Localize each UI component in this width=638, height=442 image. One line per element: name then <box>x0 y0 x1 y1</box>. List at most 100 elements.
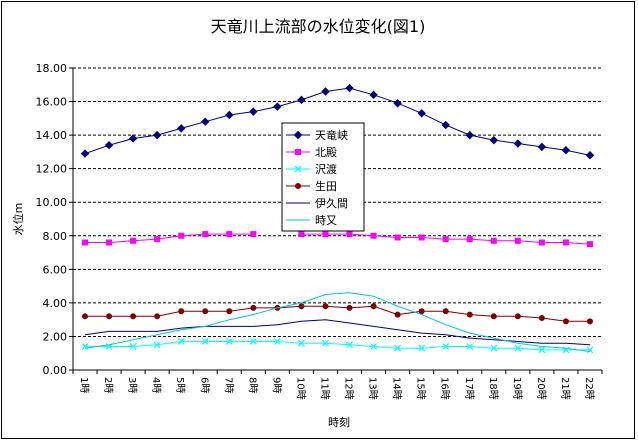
data-point <box>176 124 186 133</box>
data-point <box>201 338 209 345</box>
legend-label: 伊久間 <box>315 197 348 210</box>
y-tick-label: 12.00 <box>36 163 68 176</box>
data-point <box>465 130 474 140</box>
data-point <box>295 183 301 189</box>
data-point <box>225 110 234 120</box>
legend-entry: 北殿 <box>286 146 337 159</box>
data-point <box>80 149 90 158</box>
data-point <box>81 343 89 350</box>
data-point <box>82 239 89 246</box>
data-point <box>345 83 354 93</box>
data-point <box>322 303 329 310</box>
data-point <box>394 234 401 241</box>
y-tick-label: 6.00 <box>43 263 68 276</box>
x-tick-label: 7時 <box>222 377 234 393</box>
data-point <box>466 311 473 318</box>
x-tick-label: 2時 <box>102 377 114 393</box>
data-point <box>298 303 305 310</box>
data-point <box>225 338 233 345</box>
data-point <box>418 234 425 241</box>
x-tick-label: 15時 <box>415 377 427 400</box>
data-point <box>442 343 450 350</box>
data-point <box>177 338 185 345</box>
chart-title: 天竜川上流部の水位変化(図1) <box>211 17 426 36</box>
x-tick-label: 11時 <box>318 377 330 400</box>
series-6 <box>84 292 591 352</box>
y-tick-label: 0.00 <box>43 364 68 377</box>
series-line <box>85 341 590 351</box>
data-point <box>370 303 377 310</box>
data-point <box>418 344 426 352</box>
data-point <box>538 314 545 321</box>
data-point <box>489 135 499 145</box>
x-tick-label: 22時 <box>583 377 595 400</box>
x-tick-label: 10時 <box>294 377 306 400</box>
y-tick-label: 2.00 <box>43 330 68 343</box>
data-point <box>322 231 329 238</box>
x-tick-label: 4時 <box>150 377 162 393</box>
data-point <box>202 231 209 238</box>
data-point <box>394 344 402 352</box>
data-point <box>562 239 569 246</box>
series-line <box>84 319 591 346</box>
data-point <box>514 313 521 320</box>
data-point <box>346 231 353 238</box>
data-point <box>298 339 305 347</box>
data-point <box>152 130 162 140</box>
data-point <box>537 142 547 152</box>
x-tick-label: 17時 <box>463 377 475 400</box>
data-point <box>513 139 523 148</box>
series-group <box>80 83 595 354</box>
legend-entry: 伊久間 <box>286 197 348 210</box>
series-2 <box>82 231 593 248</box>
data-point <box>106 313 113 320</box>
x-tick-label: 9時 <box>270 377 282 393</box>
x-axis-label: 時刻 <box>328 415 350 429</box>
legend-entry: 時又 <box>286 214 337 227</box>
data-point <box>490 313 497 320</box>
x-tick-label: 14時 <box>391 377 403 400</box>
series-line <box>84 87 591 156</box>
data-point <box>249 338 257 345</box>
data-point <box>586 346 594 354</box>
x-tick-labels: 1時 2時 3時 4時 5時 6時 7時 8時 9時 10時 11時 12時 13時 14時 15時 16時 1… <box>78 377 595 400</box>
data-point <box>346 304 353 311</box>
x-tick-label: 16時 <box>439 377 451 400</box>
data-point <box>490 344 498 352</box>
legend-label: 天竜峡 <box>315 128 348 142</box>
x-tick-label: 12時 <box>343 377 355 400</box>
data-point <box>346 341 353 349</box>
data-point <box>585 151 595 160</box>
data-point <box>273 102 282 111</box>
data-point <box>201 117 210 126</box>
series-3 <box>81 338 594 354</box>
data-point <box>153 341 161 349</box>
data-point <box>297 95 306 105</box>
water-level-chart: 天竜川上流部の水位変化(図1) 水位m 時刻 0.00 2.00 4.00 6.00 8… <box>11 17 603 429</box>
series-line <box>85 305 590 322</box>
x-tick-label: 20時 <box>535 377 547 400</box>
series-4 <box>82 303 593 325</box>
y-tick-label: 16.00 <box>36 96 68 109</box>
x-tick-label: 1時 <box>78 377 90 393</box>
data-point <box>202 308 209 315</box>
data-point <box>154 313 161 320</box>
data-point <box>104 140 114 150</box>
x-tick-label: 6時 <box>198 377 210 393</box>
data-point <box>393 99 402 108</box>
x-tick-label: 19時 <box>511 377 523 400</box>
legend-label: 沢渡 <box>315 162 337 176</box>
data-point <box>369 90 378 100</box>
data-point <box>538 346 546 354</box>
data-point <box>226 308 233 315</box>
data-point <box>561 146 571 155</box>
data-point <box>514 344 522 352</box>
legend-label: 北殿 <box>315 146 337 159</box>
data-point <box>441 120 450 130</box>
data-point <box>154 236 161 243</box>
series-line <box>84 292 591 352</box>
y-tick-label: 14.00 <box>36 129 68 142</box>
data-point <box>294 165 302 173</box>
